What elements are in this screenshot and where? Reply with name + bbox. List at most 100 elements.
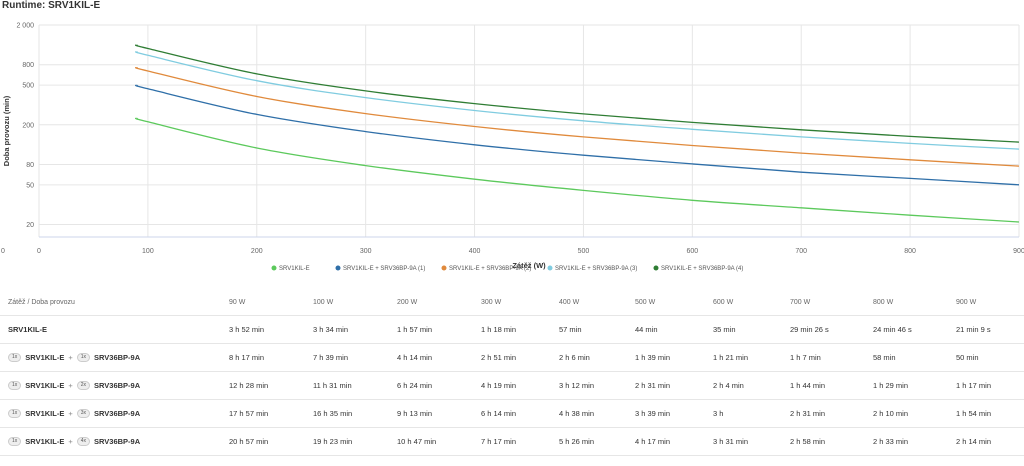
runtime-cell: 9 h 13 min: [397, 409, 433, 418]
column-header: 100 W: [313, 298, 334, 306]
runtime-cell: 20 h 57 min: [229, 437, 269, 446]
table-row: 1x SRV1KIL-E +4x SRV36BP-9A 20 h 57 min 19 h …: [0, 428, 1024, 456]
runtime-cell: 57 min: [559, 325, 582, 334]
runtime-cell: 1 h 54 min: [956, 409, 992, 418]
runtime-cell: 58 min: [873, 353, 896, 362]
quantity-badge: 1x: [8, 353, 22, 362]
runtime-cell: 4 h 19 min: [481, 381, 517, 390]
runtime-chart: 0 100 200 300 400 500 600 700 800 900 0 20 50 80 200 5…: [1, 23, 1024, 273]
legend-item[interactable]: SRV1KIL-E + SRV36BP-9A (3): [555, 266, 637, 272]
table-row: 1x SRV1KIL-E +2x SRV36BP-9A 12 h 28 min 11 h …: [0, 372, 1024, 400]
table-row: 1x SRV1KIL-E +1x SRV36BP-9A 8 h 17 min 7 h 39…: [0, 344, 1024, 372]
runtime-cell: 6 h 24 min: [397, 381, 433, 390]
y-axis-label: Doba provozu (min): [2, 95, 11, 166]
column-header: 600 W: [713, 298, 734, 306]
battery-pack-name: SRV36BP-9A: [94, 437, 141, 446]
runtime-cell: 17 h 57 min: [229, 409, 269, 418]
runtime-cell: 24 min 46 s: [873, 325, 912, 334]
runtime-cell: 3 h: [713, 409, 724, 418]
column-header: 700 W: [790, 298, 811, 306]
row-product-name: SRV1KIL-E: [8, 316, 47, 343]
row-product-name: 1x SRV1KIL-E +1x SRV36BP-9A: [8, 344, 140, 371]
x-tick-label: 900: [1013, 248, 1024, 255]
product-name: SRV1KIL-E: [25, 409, 65, 418]
runtime-table: Zátěž / Doba provozu 90 W 100 W 200 W 30…: [0, 289, 1024, 456]
row-product-name: 1x SRV1KIL-E +2x SRV36BP-9A: [8, 372, 140, 399]
legend-item[interactable]: SRV1KIL-E + SRV36BP-9A (2): [449, 266, 531, 272]
quantity-badge: 3x: [76, 409, 90, 418]
y-tick-label: 500: [22, 83, 34, 90]
x-tick-label: 200: [251, 248, 263, 255]
row-product-name: 1x SRV1KIL-E +3x SRV36BP-9A: [8, 400, 140, 427]
runtime-cell: 29 min 26 s: [790, 325, 829, 334]
series-line: [134, 44, 1020, 143]
y-tick-label: 200: [22, 122, 34, 129]
legend-marker: [271, 265, 277, 271]
x-tick-label: 600: [686, 248, 698, 255]
legend-item[interactable]: SRV1KIL-E + SRV36BP-9A (1): [343, 266, 425, 272]
legend-marker: [653, 265, 659, 271]
runtime-cell: 12 h 28 min: [229, 381, 269, 390]
quantity-badge: 1x: [76, 353, 90, 362]
quantity-badge: 2x: [76, 381, 90, 390]
table-header-label: Zátěž / Doba provozu: [8, 298, 75, 306]
runtime-cell: 2 h 4 min: [713, 381, 744, 390]
runtime-cell: 19 h 23 min: [313, 437, 353, 446]
x-axis-label: Zátěž (W): [512, 261, 546, 270]
table-header-row: Zátěž / Doba provozu 90 W 100 W 200 W 30…: [0, 289, 1024, 316]
plus-sign: +: [68, 353, 73, 362]
series-line: [134, 84, 1020, 186]
y-tick-label: 800: [22, 62, 34, 69]
legend-item[interactable]: SRV1KIL-E: [279, 266, 310, 272]
runtime-cell: 1 h 18 min: [481, 325, 517, 334]
y-axis-ticks: 20 50 80 200 500 800 2 000: [16, 23, 34, 230]
runtime-cell: 4 h 17 min: [635, 437, 671, 446]
product-name: SRV1KIL-E: [25, 381, 65, 390]
series-line: [134, 51, 1020, 150]
plus-sign: +: [68, 437, 73, 446]
legend-item[interactable]: SRV1KIL-E + SRV36BP-9A (4): [661, 266, 743, 272]
column-header: 800 W: [873, 298, 894, 306]
runtime-cell: 2 h 14 min: [956, 437, 992, 446]
plus-sign: +: [68, 409, 73, 418]
row-product-name: 1x SRV1KIL-E +4x SRV36BP-9A: [8, 428, 140, 455]
x-tick-label: 700: [795, 248, 807, 255]
quantity-badge: 1x: [8, 381, 22, 390]
runtime-cell: 2 h 33 min: [873, 437, 909, 446]
table-row: SRV1KIL-E 3 h 52 min 3 h 34 min 1 h 57 min 1…: [0, 316, 1024, 344]
product-name: SRV1KIL-E: [8, 325, 48, 334]
x-tick-label: 0: [37, 248, 41, 255]
column-header: 300 W: [481, 298, 502, 306]
x-tick-label: 800: [904, 248, 916, 255]
runtime-cell: 3 h 52 min: [229, 325, 265, 334]
runtime-cell: 10 h 47 min: [397, 437, 437, 446]
runtime-cell: 7 h 39 min: [313, 353, 349, 362]
runtime-cell: 4 h 14 min: [397, 353, 433, 362]
chart-title: Runtime: SRV1KIL-E: [2, 0, 101, 11]
runtime-cell: 2 h 6 min: [559, 353, 590, 362]
battery-pack-name: SRV36BP-9A: [94, 353, 141, 362]
quantity-badge: 4x: [76, 437, 90, 446]
runtime-cell: 1 h 44 min: [790, 381, 826, 390]
legend-marker: [335, 265, 341, 271]
y-tick-label: 50: [26, 182, 34, 189]
runtime-cell: 3 h 12 min: [559, 381, 595, 390]
runtime-cell: 2 h 10 min: [873, 409, 909, 418]
y-tick-label: 2 000: [16, 23, 34, 30]
runtime-cell: 1 h 39 min: [635, 353, 671, 362]
chart-grid: [38, 24, 1020, 238]
runtime-cell: 50 min: [956, 353, 979, 362]
runtime-cell: 3 h 39 min: [635, 409, 671, 418]
runtime-cell: 1 h 7 min: [790, 353, 821, 362]
product-name: SRV1KIL-E: [25, 353, 65, 362]
quantity-badge: 1x: [8, 409, 22, 418]
series-line: [134, 66, 1020, 167]
legend-marker: [547, 265, 553, 271]
runtime-cell: 2 h 31 min: [635, 381, 671, 390]
runtime-cell: 21 min 9 s: [956, 325, 991, 334]
chart-series: [134, 44, 1020, 223]
x-tick-label: 500: [578, 248, 590, 255]
runtime-cell: 44 min: [635, 325, 658, 334]
y-tick-label: 20: [26, 222, 34, 229]
x-tick-label: 0: [1, 248, 5, 255]
